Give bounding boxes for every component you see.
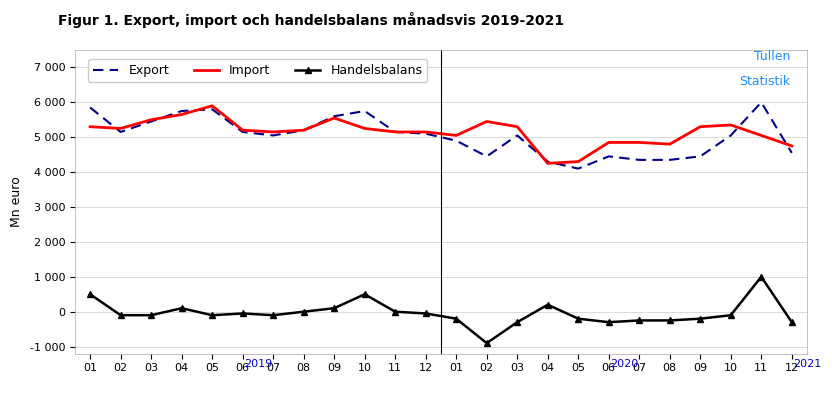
- Text: Figur 1. Export, import och handelsbalans månadsvis 2019-2021: Figur 1. Export, import och handelsbalan…: [58, 12, 564, 28]
- Y-axis label: Mn euro: Mn euro: [10, 176, 22, 227]
- Text: Statistik: Statistik: [740, 75, 790, 88]
- Legend: Export, Import, Handelsbalans: Export, Import, Handelsbalans: [88, 59, 428, 82]
- Text: 2020: 2020: [610, 359, 638, 369]
- Text: 2021: 2021: [793, 359, 821, 369]
- Text: Tullen: Tullen: [754, 50, 790, 63]
- Text: 2019: 2019: [244, 359, 272, 369]
